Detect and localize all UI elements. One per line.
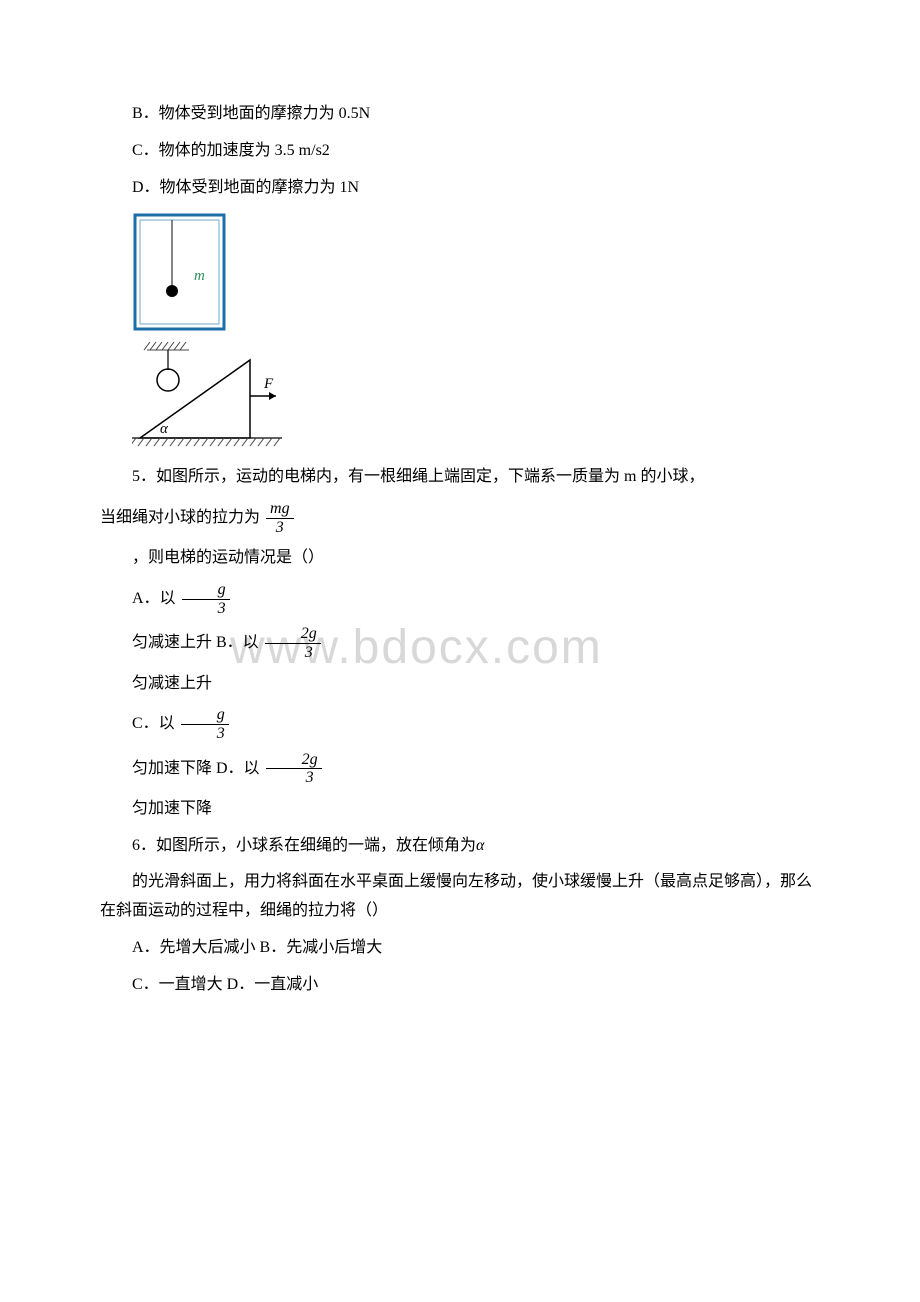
incline-figure: α F: [132, 338, 282, 453]
frac-den: 3: [266, 769, 322, 787]
fraction-g-3-c: g3: [181, 706, 229, 742]
figures-block: m: [132, 212, 820, 453]
frac-num: mg: [266, 500, 294, 519]
q5-after-d: 匀加速下降: [100, 795, 820, 824]
alpha-symbol: α: [476, 837, 484, 854]
q5-after-b: 匀减速上升: [100, 670, 820, 699]
frac-den: 3: [265, 644, 321, 662]
frac-den: 3: [182, 600, 230, 618]
q5-midCD-prefix: 匀加速下降 D．以: [132, 759, 264, 776]
fraction-mg-3: mg3: [266, 500, 294, 536]
q6-options-cd: C．一直增大 D．一直减小: [100, 971, 820, 1000]
frac-den: 3: [266, 519, 294, 537]
frac-num: g: [181, 706, 229, 725]
page-content: B．物体受到地面的摩擦力为 0.5N C．物体的加速度为 3.5 m/s2 D．…: [100, 100, 820, 1000]
q5-mid-cd: 匀加速下降 D．以 2g3: [100, 751, 820, 787]
q6-stem-a: 6．如图所示，小球系在细绳的一端，放在倾角为α: [100, 832, 820, 861]
q5-option-c: C．以 g3: [100, 706, 820, 742]
pre-option-c: C．物体的加速度为 3.5 m/s2: [100, 137, 820, 166]
q5-stem-a: 5．如图所示，运动的电梯内，有一根细绳上端固定，下端系一质量为 m 的小球，: [100, 463, 820, 492]
mass-label: m: [194, 268, 205, 284]
q5-mid-ab: 匀减速上升 B．以 2g3: [100, 625, 820, 661]
fraction-g-3-a: g3: [182, 581, 230, 617]
q5-option-a: A．以 g3: [100, 581, 820, 617]
q5-stem-c: ，则电梯的运动情况是（）: [100, 544, 820, 573]
q6-options-ab: A．先增大后减小 B．先减小后增大: [100, 934, 820, 963]
pre-option-d: D．物体受到地面的摩擦力为 1N: [100, 174, 820, 203]
q5-stem-b: 当细绳对小球的拉力为 mg3: [100, 500, 820, 536]
frac-num: 2g: [266, 751, 322, 770]
fraction-2g-3-d: 2g3: [266, 751, 322, 787]
q5-stem-b-prefix: 当细绳对小球的拉力为: [100, 509, 264, 526]
force-label: F: [263, 376, 274, 392]
frac-num: g: [182, 581, 230, 600]
elevator-figure: m: [132, 212, 227, 332]
q5-optC-prefix: C．以: [132, 715, 179, 732]
frac-num: 2g: [265, 625, 321, 644]
frac-den: 3: [181, 725, 229, 743]
angle-label: α: [160, 421, 169, 437]
q5-optA-prefix: A．以: [132, 590, 180, 607]
fraction-2g-3-b: 2g3: [265, 625, 321, 661]
q5-midAB-prefix: 匀减速上升 B．以: [132, 634, 263, 651]
q6-stem-b: 的光滑斜面上，用力将斜面在水平桌面上缓慢向左移动，使小球缓慢上升（最高点足够高）…: [100, 868, 820, 926]
pre-option-b: B．物体受到地面的摩擦力为 0.5N: [100, 100, 820, 129]
q6-stem-a-prefix: 6．如图所示，小球系在细绳的一端，放在倾角为: [132, 837, 476, 854]
